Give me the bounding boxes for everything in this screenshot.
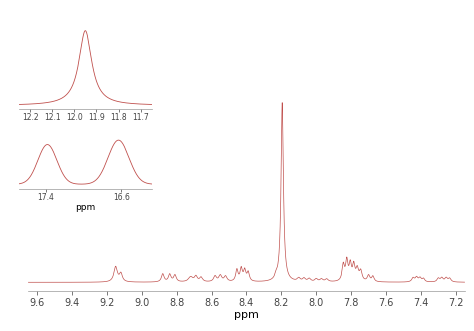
X-axis label: ppm: ppm (75, 203, 95, 212)
X-axis label: ppm: ppm (234, 309, 259, 320)
X-axis label: ppm: ppm (75, 124, 95, 133)
